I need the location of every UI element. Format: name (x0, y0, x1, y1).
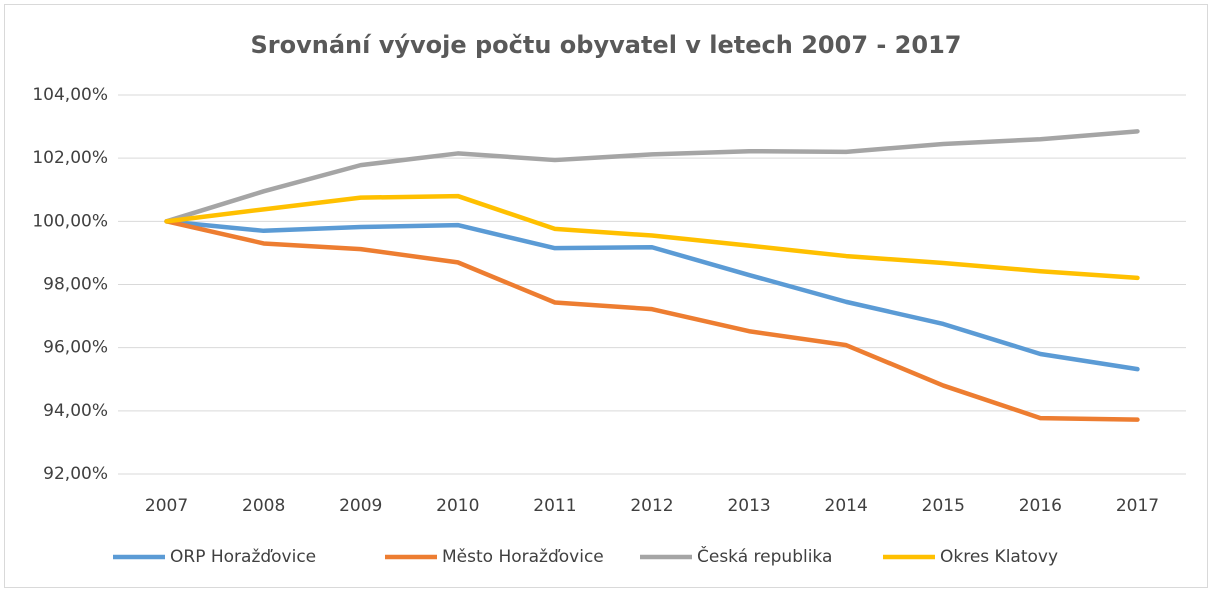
y-tick-label: 102,00% (32, 148, 108, 168)
y-tick-label: 98,00% (43, 275, 108, 295)
series-line (164, 219, 1140, 372)
y-tick-label: 92,00% (43, 464, 108, 484)
chart-border (4, 4, 1208, 588)
x-tick-label: 2014 (825, 496, 868, 516)
x-tick-label: 2011 (533, 496, 576, 516)
x-tick-label: 2013 (727, 496, 770, 516)
x-tick-label: 2008 (242, 496, 285, 516)
y-tick-label: 100,00% (32, 211, 108, 231)
x-tick-label: 2016 (1019, 496, 1062, 516)
x-tick-label: 2009 (339, 496, 382, 516)
series-line (164, 219, 1140, 422)
y-tick-label: 96,00% (43, 338, 108, 358)
legend-label: Česká republika (697, 545, 832, 567)
series-line (164, 129, 1140, 224)
chart-title: Srovnání vývoje počtu obyvatel v letech … (251, 31, 962, 59)
series-line (164, 193, 1140, 281)
legend-label: ORP Horažďovice (170, 547, 316, 567)
x-tick-label: 2010 (436, 496, 479, 516)
legend-label: Okres Klatovy (940, 547, 1058, 567)
x-tick-label: 2017 (1116, 496, 1159, 516)
x-tick-label: 2012 (630, 496, 673, 516)
y-tick-label: 94,00% (43, 401, 108, 421)
x-tick-label: 2007 (145, 496, 188, 516)
y-tick-label: 104,00% (32, 85, 108, 105)
legend-label: Město Horažďovice (442, 547, 604, 567)
x-tick-label: 2015 (922, 496, 965, 516)
